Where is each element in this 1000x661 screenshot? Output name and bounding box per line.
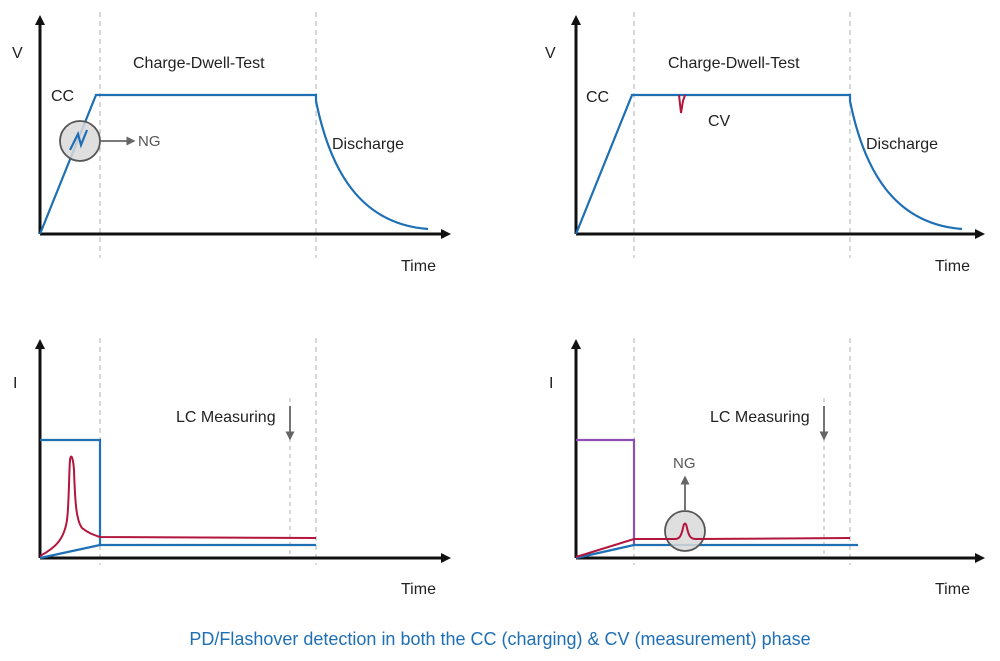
ng-label: NG — [673, 455, 696, 472]
flashover-current-spike — [39, 455, 317, 557]
cc-current-step — [40, 438, 102, 545]
phase-label: Charge-Dwell-Test — [133, 55, 265, 72]
discharge-label: Discharge — [866, 136, 938, 153]
voltage-curve — [574, 93, 963, 235]
flashover-dip — [678, 94, 686, 114]
voltage-curve — [38, 93, 429, 235]
cc-label: CC — [51, 88, 74, 105]
cc-label: CC — [586, 89, 609, 106]
x-axis-label: Time — [935, 581, 970, 598]
flashover-glitch — [69, 129, 89, 151]
current-with-flashover-pulse — [575, 522, 851, 558]
flashover-highlight-circle — [664, 510, 706, 552]
x-axis-label: Time — [401, 258, 436, 275]
cc-current-step — [576, 438, 636, 545]
y-axis-label: I — [549, 375, 553, 392]
x-axis-label: Time — [935, 258, 970, 275]
lc-measuring-label: LC Measuring — [176, 409, 276, 426]
figure-caption: PD/Flashover detection in both the CC (c… — [189, 629, 810, 649]
panel-current-cv: I Time LC Measuring NG — [549, 338, 985, 598]
x-axis-label: Time — [401, 581, 436, 598]
panel-voltage-cv: V Time Charge-Dwell-Test CC CV Discharge — [545, 12, 985, 275]
leakage-current-baseline — [39, 543, 316, 560]
cv-label: CV — [708, 113, 731, 130]
lc-measuring-label: LC Measuring — [710, 409, 810, 426]
y-axis-label: V — [545, 45, 556, 62]
y-axis-label: I — [13, 375, 17, 392]
leakage-current-baseline — [575, 543, 858, 560]
y-axis-label: V — [12, 45, 23, 62]
panel-current-cc: I Time LC Measuring — [13, 338, 451, 598]
panel-voltage-cc: V Time Charge-Dwell-Test CC Discharge NG — [12, 12, 451, 275]
phase-label: Charge-Dwell-Test — [668, 55, 800, 72]
ng-label: NG — [138, 133, 161, 150]
discharge-label: Discharge — [332, 136, 404, 153]
